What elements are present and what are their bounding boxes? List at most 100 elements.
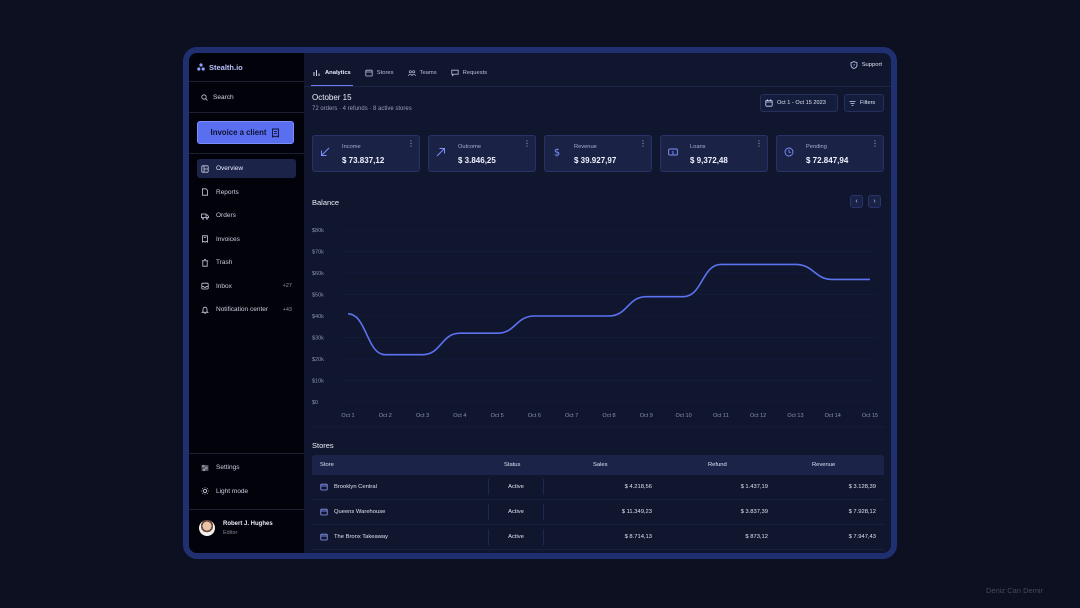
sidebar: Stealth.io Search Invoice a client: [189, 53, 304, 553]
y-tick-label: $80k: [312, 228, 324, 234]
tab-teams[interactable]: Teams: [406, 60, 439, 86]
user-profile[interactable]: Robert J. Hughes Editor: [199, 520, 273, 536]
header-divider: [304, 86, 891, 87]
store-cell: Brooklyn Central: [320, 483, 377, 491]
more-options-icon[interactable]: ⋮: [755, 139, 763, 148]
more-options-icon[interactable]: ⋮: [639, 139, 647, 148]
search-label: Search: [213, 93, 234, 101]
summary-cards: Income $ 73.837,12 ⋮ Outcome $ 3.846,25 ⋮ $ Rev…: [312, 135, 884, 172]
stat-value: $ 9,372,48: [690, 156, 728, 165]
tab-label: Teams: [419, 70, 437, 76]
support-link[interactable]: ? Support: [850, 61, 882, 69]
column-header[interactable]: Sales: [593, 462, 608, 468]
store-name: Brooklyn Central: [334, 484, 377, 490]
chart-next-button[interactable]: ›: [868, 195, 881, 208]
date-range-label: Oct 1 - Oct 15 2023: [777, 100, 826, 106]
store-name: The Bronx Takeaway: [334, 534, 389, 540]
sidebar-item-label: Overview: [216, 165, 244, 172]
bell-icon: [201, 306, 209, 314]
stat-card-pending[interactable]: Pending $ 72.847,94 ⋮: [776, 135, 884, 172]
stat-card-loans[interactable]: $ Loans $ 9,372,48 ⋮: [660, 135, 768, 172]
balance-title: Balance: [312, 198, 340, 207]
chart-prev-button[interactable]: ‹: [850, 195, 863, 208]
x-tick-label: Oct 6: [528, 413, 541, 419]
header-tabs: Analytics Stores Teams Requests: [311, 60, 489, 86]
stat-card-outcome[interactable]: Outcome $ 3.846,25 ⋮: [428, 135, 536, 172]
tab-analytics[interactable]: Analytics: [311, 60, 353, 86]
clock-icon: [784, 144, 794, 157]
sidebar-item-reports[interactable]: Reports: [197, 183, 296, 202]
tab-label: Requests: [462, 70, 488, 76]
settings-icon: [201, 464, 209, 472]
analytics-icon: [313, 69, 321, 77]
stores-table: Store Status Sales Refund Revenue Brooklyn Ce…: [312, 455, 884, 550]
reports-icon: [201, 188, 209, 196]
sidebar-item-label: Orders: [216, 212, 236, 219]
user-role: Editor: [223, 529, 238, 536]
status-text: Active: [508, 484, 524, 490]
invoice-client-label: Invoice a client: [210, 128, 267, 137]
x-tick-label: Oct 13: [787, 413, 803, 419]
tab-stores[interactable]: Stores: [363, 60, 396, 86]
sidebar-item-label: Invoices: [216, 235, 240, 243]
chevron-left-icon: ‹: [855, 198, 858, 205]
overview-icon: [201, 164, 209, 173]
table-row[interactable]: The Bronx Takeaway Active $ 8.714,13 $ 873,…: [312, 525, 884, 550]
y-tick-label: $10k: [312, 379, 324, 385]
y-tick-label: $70k: [312, 250, 324, 256]
stat-card-income[interactable]: Income $ 73.837,12 ⋮: [312, 135, 420, 172]
more-options-icon[interactable]: ⋮: [523, 139, 531, 148]
refund-cell: $ 1.437,19: [740, 484, 768, 490]
filters-button[interactable]: Filters: [844, 94, 884, 112]
column-header[interactable]: Store: [320, 462, 334, 468]
store-cell: The Bronx Takeaway: [320, 533, 388, 541]
x-tick-label: Oct 7: [565, 413, 578, 419]
sun-icon: [201, 487, 209, 495]
column-header[interactable]: Revenue: [812, 462, 836, 468]
store-icon: [320, 533, 328, 541]
sidebar-item-notification-center[interactable]: Notification center +43: [197, 300, 296, 319]
more-options-icon[interactable]: ⋮: [871, 139, 879, 148]
divider: [189, 509, 304, 510]
page-title: October 15: [312, 93, 352, 102]
sidebar-item-invoices[interactable]: Invoices: [197, 230, 296, 249]
sales-cell: $ 11.349,23: [621, 509, 652, 515]
sidebar-item-trash[interactable]: Trash: [197, 253, 296, 272]
sidebar-item-light-mode[interactable]: Light mode: [197, 482, 296, 501]
count-badge: +27: [282, 283, 292, 289]
brand-logo[interactable]: Stealth.io: [197, 60, 243, 74]
invoice-client-button[interactable]: Invoice a client: [197, 121, 294, 144]
sidebar-item-orders[interactable]: Orders: [197, 206, 296, 225]
main-content: Analytics Stores Teams Requests ? Support O…: [304, 53, 891, 553]
balance-series-line: [347, 263, 870, 356]
search-input[interactable]: Search: [197, 89, 296, 105]
tab-label: Analytics: [325, 69, 351, 76]
column-header[interactable]: Status: [504, 462, 521, 468]
stat-label: Loans: [690, 144, 706, 150]
store-icon: [320, 483, 328, 491]
table-row[interactable]: Queens Warehouse Active $ 11.349,23 $ 3.837…: [312, 500, 884, 525]
column-header[interactable]: Refund: [708, 462, 727, 468]
sidebar-item-inbox[interactable]: Inbox +27: [197, 277, 296, 296]
y-tick-label: $20k: [312, 357, 324, 363]
chevron-right-icon: ›: [873, 198, 876, 205]
tab-requests[interactable]: Requests: [449, 60, 490, 86]
sidebar-item-overview[interactable]: Overview: [197, 159, 296, 178]
sidebar-item-label: Reports: [216, 188, 239, 196]
orders-icon: [201, 212, 209, 220]
status-text: Active: [508, 534, 524, 540]
table-row[interactable]: Brooklyn Central Active $ 4.218,56 $ 1.437,…: [312, 475, 884, 500]
stat-label: Revenue: [574, 144, 597, 150]
tab-label: Stores: [376, 70, 394, 76]
x-tick-label: Oct 5: [491, 413, 504, 419]
more-options-icon[interactable]: ⋮: [407, 139, 415, 148]
x-tick-label: Oct 14: [825, 413, 841, 419]
date-range-picker[interactable]: Oct 1 - Oct 15 2023: [760, 94, 838, 112]
chat-icon: [451, 69, 459, 77]
svg-text:$: $: [554, 148, 560, 157]
sidebar-item-settings[interactable]: Settings: [197, 458, 296, 477]
stat-card-revenue[interactable]: $ Revenue $ 39.927,97 ⋮: [544, 135, 652, 172]
store-icon: [365, 69, 373, 77]
dollar-icon: $: [552, 144, 562, 159]
sidebar-item-label: Light mode: [216, 487, 249, 495]
